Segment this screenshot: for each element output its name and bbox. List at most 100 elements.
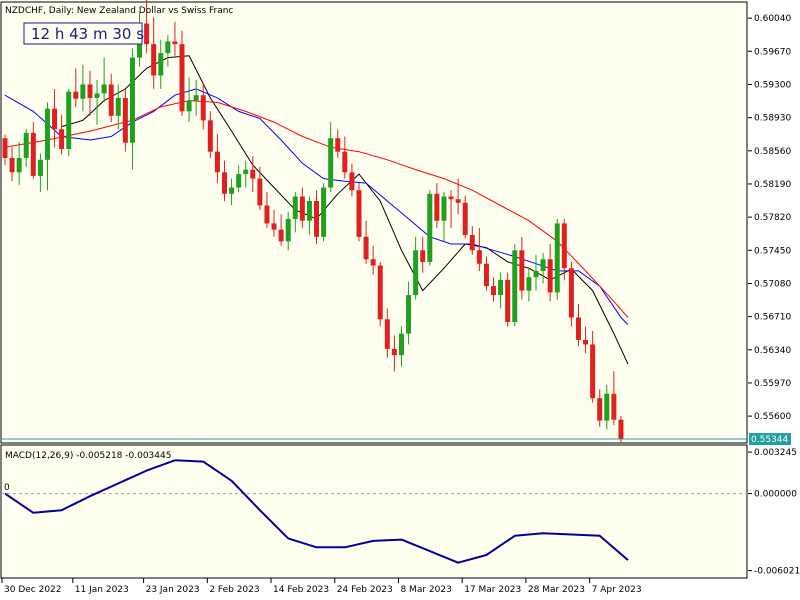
date-tick-label: 30 Dec 2022 [4,585,62,595]
candle-body [356,190,362,237]
candle-body [30,132,36,176]
countdown-timer-box [23,22,143,45]
candle-body [611,393,617,420]
candle-body [554,223,560,293]
candle-body [73,91,79,99]
candle-body [292,196,298,219]
candle [165,35,171,67]
candle-body [618,419,624,440]
macd-title: MACD(12,26,9) -0.005218 -0.003445 [5,451,171,461]
candle-body [250,169,256,179]
candle-body [108,84,114,116]
candle [9,147,15,182]
candle [384,308,390,358]
candle [73,68,79,107]
candle [427,190,433,266]
candle [200,82,206,130]
candle-body [561,223,567,269]
candle [526,268,532,302]
candle [30,122,36,179]
candle-body [505,279,511,322]
candle-body [335,138,341,152]
candle [52,88,58,148]
candle-body [342,151,348,173]
candle-body [349,172,355,191]
candle-body [363,236,369,260]
candle-body [66,91,72,149]
candle-body [2,138,8,158]
candle-body [469,235,475,251]
candle-body [377,265,383,320]
candle [583,326,589,354]
price-tick-label: 0.60040 [754,14,791,24]
candle [597,389,603,427]
candle-body [427,193,433,262]
date-tick-label: 2 Feb 2023 [209,585,259,595]
candle-body [59,129,65,149]
candle-body [547,259,553,293]
candle [306,196,312,236]
candle-body [604,393,610,421]
current-price-tag [749,433,791,446]
price-tick-label: 0.56340 [754,346,791,356]
date-tick-label: 11 Jan 2023 [75,585,129,595]
candle [299,187,305,228]
candle-body [23,132,29,158]
candle-body [441,196,447,221]
date-tick-label: 28 Mar 2023 [528,585,585,595]
date-axis: 30 Dec 2022 11 Jan 2023 23 Jan 2023 2 Feb 2… [1,578,642,595]
candle-body [101,84,107,94]
candle [250,156,256,193]
candle [342,136,348,179]
candle [80,64,86,112]
candle [406,281,412,345]
candle [172,21,178,56]
candle [101,57,107,103]
candle [328,122,334,193]
candle [561,218,567,280]
candle-body [434,193,440,221]
candle-body [214,151,220,173]
candle [243,160,249,188]
candle [292,192,298,233]
candle [94,79,100,125]
candle [604,384,610,430]
candle-body [512,250,518,322]
candle [179,30,185,116]
moving-average-line [4,88,629,326]
candle [314,190,320,245]
price-pane[interactable] [0,1,748,444]
candle-body [406,295,412,334]
macd-line [4,459,629,564]
candle [193,79,199,116]
candle [59,114,65,155]
candle [214,133,220,184]
candle [335,129,341,158]
candle-body [129,57,135,143]
candle [151,17,157,89]
candle-body [568,268,574,318]
candle [236,165,242,193]
candle-body [306,200,312,221]
price-tick-label: 0.58560 [754,147,791,157]
candle-body [299,196,305,221]
candle [370,245,376,275]
candle-body [52,108,58,130]
moving-average-line [61,55,629,365]
price-tick-label: 0.57450 [754,246,791,256]
candle-body [37,159,43,176]
candlesticks [2,0,624,443]
candle [278,214,284,246]
candle-body [257,178,263,206]
candle [207,111,213,158]
candle-body [94,93,100,98]
macd-tick-label: -0.006021 [754,567,800,577]
candle [533,254,539,291]
candle [413,236,419,300]
candle [618,416,624,443]
macd-pane[interactable] [0,444,748,579]
candle [462,195,468,239]
candle-body [597,398,603,421]
candle-body [144,23,150,45]
